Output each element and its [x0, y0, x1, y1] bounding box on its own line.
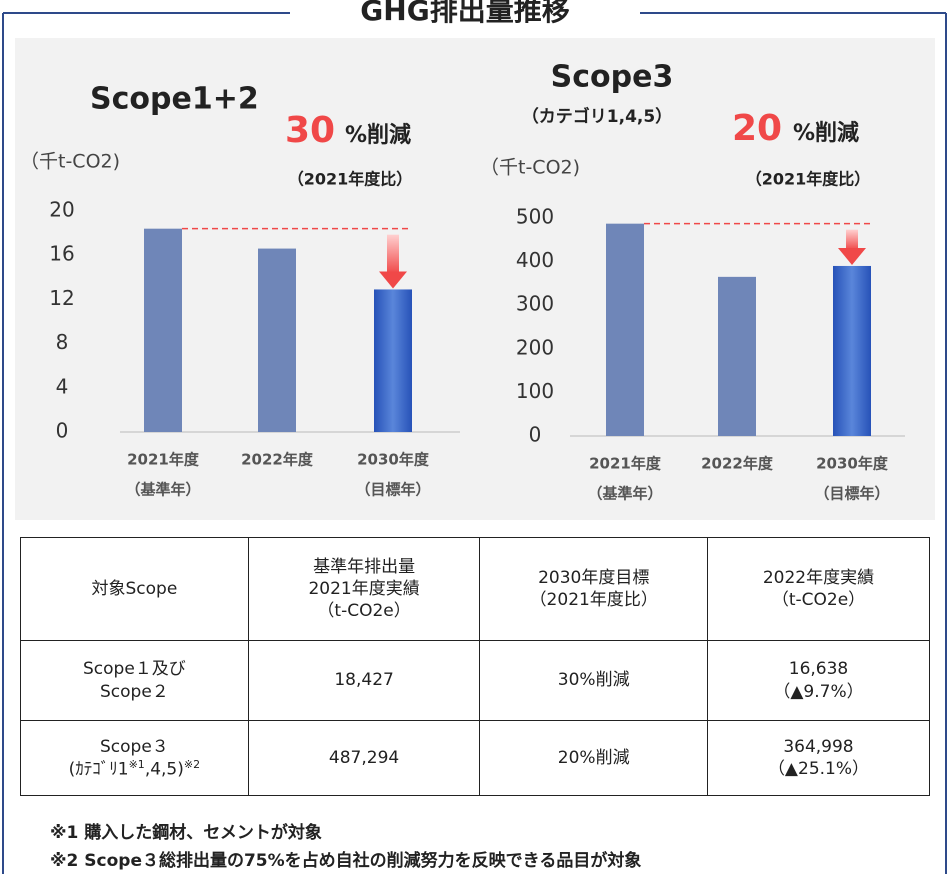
- table-row: Scope３ (ｶﾃｺﾞﾘ1※1,4,5)※2 487,294 20%削減 364,9…: [20, 720, 931, 796]
- table-cell: 2022年度実績 （t-CO2e）: [706, 537, 931, 641]
- footnote: ※1 購入した鋼材、セメントが対象: [50, 823, 322, 843]
- chart-title: Scope3: [551, 60, 674, 95]
- reduction-value: 30: [285, 110, 335, 151]
- bar: [144, 228, 182, 432]
- y-tick-label: 8: [56, 330, 69, 354]
- reduction-basis: （2021年度比）: [288, 170, 413, 189]
- table-cell: 20%削減: [479, 720, 708, 796]
- reduction-value: 20: [732, 108, 782, 149]
- reduction-unit: %削減: [793, 121, 859, 146]
- y-tick-label: 0: [529, 423, 542, 447]
- chart-title: Scope1+2: [90, 82, 259, 117]
- bar: [258, 248, 296, 432]
- arrow-shaft: [846, 229, 858, 250]
- cell-text: Scope３ (ｶﾃｺﾞﾘ1: [68, 736, 169, 780]
- footnote: ※2 Scope３総排出量の75%を占め自社の削減努力を反映できる品目が対象: [50, 851, 642, 871]
- y-tick-label: 4: [56, 374, 69, 398]
- y-tick-label: 12: [49, 286, 74, 310]
- table-cell: 2030年度目標 （2021年度比）: [479, 537, 708, 641]
- bar: [718, 276, 756, 436]
- y-axis-label: （千t-CO2): [480, 157, 580, 179]
- x-tick-label: 2021年度: [127, 451, 200, 469]
- x-tick-label: 2022年度: [701, 455, 774, 473]
- bar: [606, 223, 644, 436]
- table-row: 対象Scope 基準年排出量 2021年度実績 （t-CO2e） 2030年度目標 …: [20, 537, 931, 641]
- y-tick-label: 400: [516, 248, 554, 272]
- footnote-ref: ※2: [183, 757, 201, 771]
- table-cell: 対象Scope: [20, 537, 249, 641]
- y-tick-label: 20: [49, 198, 74, 222]
- x-tick-label: 2030年度: [816, 455, 889, 473]
- footnote-ref: ※1: [128, 757, 145, 771]
- x-tick-label: 2022年度: [241, 451, 314, 469]
- y-tick-label: 300: [516, 292, 554, 316]
- y-tick-label: 500: [516, 205, 554, 229]
- table: 対象Scope 基準年排出量 2021年度実績 （t-CO2e） 2030年度目標 …: [20, 537, 931, 796]
- y-tick-label: 200: [516, 335, 554, 359]
- page-title: GHG排出量推移: [360, 0, 569, 27]
- table-cell: 30%削減: [479, 640, 708, 721]
- cell-text: ,4,5): [144, 759, 184, 780]
- table-cell: 487,294: [247, 720, 481, 796]
- bar: [374, 289, 412, 432]
- table-cell: Scope３ (ｶﾃｺﾞﾘ1※1,4,5)※2: [20, 720, 249, 796]
- x-tick-note: （目標年）: [814, 485, 889, 503]
- reduction-basis: （2021年度比）: [746, 170, 871, 189]
- y-tick-label: 16: [49, 242, 74, 266]
- table-row: Scope１及び Scope２ 18,427 30%削減 16,638 （▲9.7%）: [20, 640, 931, 721]
- table-cell: Scope１及び Scope２: [20, 640, 249, 721]
- x-tick-note: （基準年）: [587, 485, 662, 503]
- table-cell: 16,638 （▲9.7%）: [706, 640, 931, 721]
- table-cell: 364,998 （▲25.1%）: [706, 720, 931, 796]
- bar: [833, 265, 871, 436]
- chart-subtitle: （カテゴリ1,4,5）: [522, 106, 672, 127]
- reduction-unit: %削減: [345, 123, 411, 148]
- table-cell: 18,427: [247, 640, 481, 721]
- y-axis-label: （千t-CO2): [20, 151, 120, 173]
- y-tick-label: 100: [516, 379, 554, 403]
- arrow-shaft: [387, 234, 399, 274]
- arrow-head: [838, 247, 866, 265]
- arrow-head: [379, 271, 407, 289]
- x-tick-label: 2030年度: [357, 451, 430, 469]
- table-cell: 基準年排出量 2021年度実績 （t-CO2e）: [247, 537, 481, 641]
- x-tick-note: （基準年）: [125, 481, 200, 499]
- x-tick-note: （目標年）: [355, 481, 430, 499]
- y-tick-label: 0: [56, 419, 69, 443]
- x-tick-label: 2021年度: [589, 455, 662, 473]
